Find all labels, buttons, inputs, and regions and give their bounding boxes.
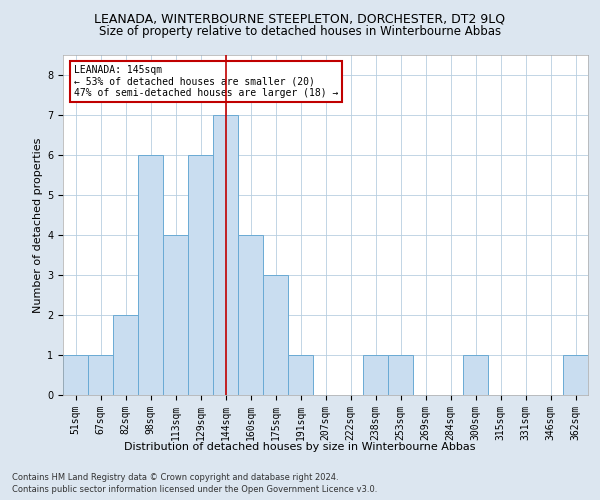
Bar xyxy=(463,355,488,395)
Bar xyxy=(63,355,88,395)
Text: Contains HM Land Registry data © Crown copyright and database right 2024.: Contains HM Land Registry data © Crown c… xyxy=(12,472,338,482)
Bar xyxy=(563,355,588,395)
Bar xyxy=(213,115,238,395)
Bar xyxy=(113,315,138,395)
Text: Contains public sector information licensed under the Open Government Licence v3: Contains public sector information licen… xyxy=(12,485,377,494)
Bar xyxy=(238,235,263,395)
Text: LEANADA, WINTERBOURNE STEEPLETON, DORCHESTER, DT2 9LQ: LEANADA, WINTERBOURNE STEEPLETON, DORCHE… xyxy=(94,12,506,26)
Text: LEANADA: 145sqm
← 53% of detached houses are smaller (20)
47% of semi-detached h: LEANADA: 145sqm ← 53% of detached houses… xyxy=(74,65,338,98)
Bar xyxy=(363,355,388,395)
Text: Distribution of detached houses by size in Winterbourne Abbas: Distribution of detached houses by size … xyxy=(124,442,476,452)
Bar xyxy=(388,355,413,395)
Bar xyxy=(263,275,288,395)
Bar xyxy=(163,235,188,395)
Bar xyxy=(88,355,113,395)
Bar xyxy=(138,155,163,395)
Y-axis label: Number of detached properties: Number of detached properties xyxy=(33,138,43,312)
Bar xyxy=(188,155,213,395)
Bar xyxy=(288,355,313,395)
Text: Size of property relative to detached houses in Winterbourne Abbas: Size of property relative to detached ho… xyxy=(99,25,501,38)
